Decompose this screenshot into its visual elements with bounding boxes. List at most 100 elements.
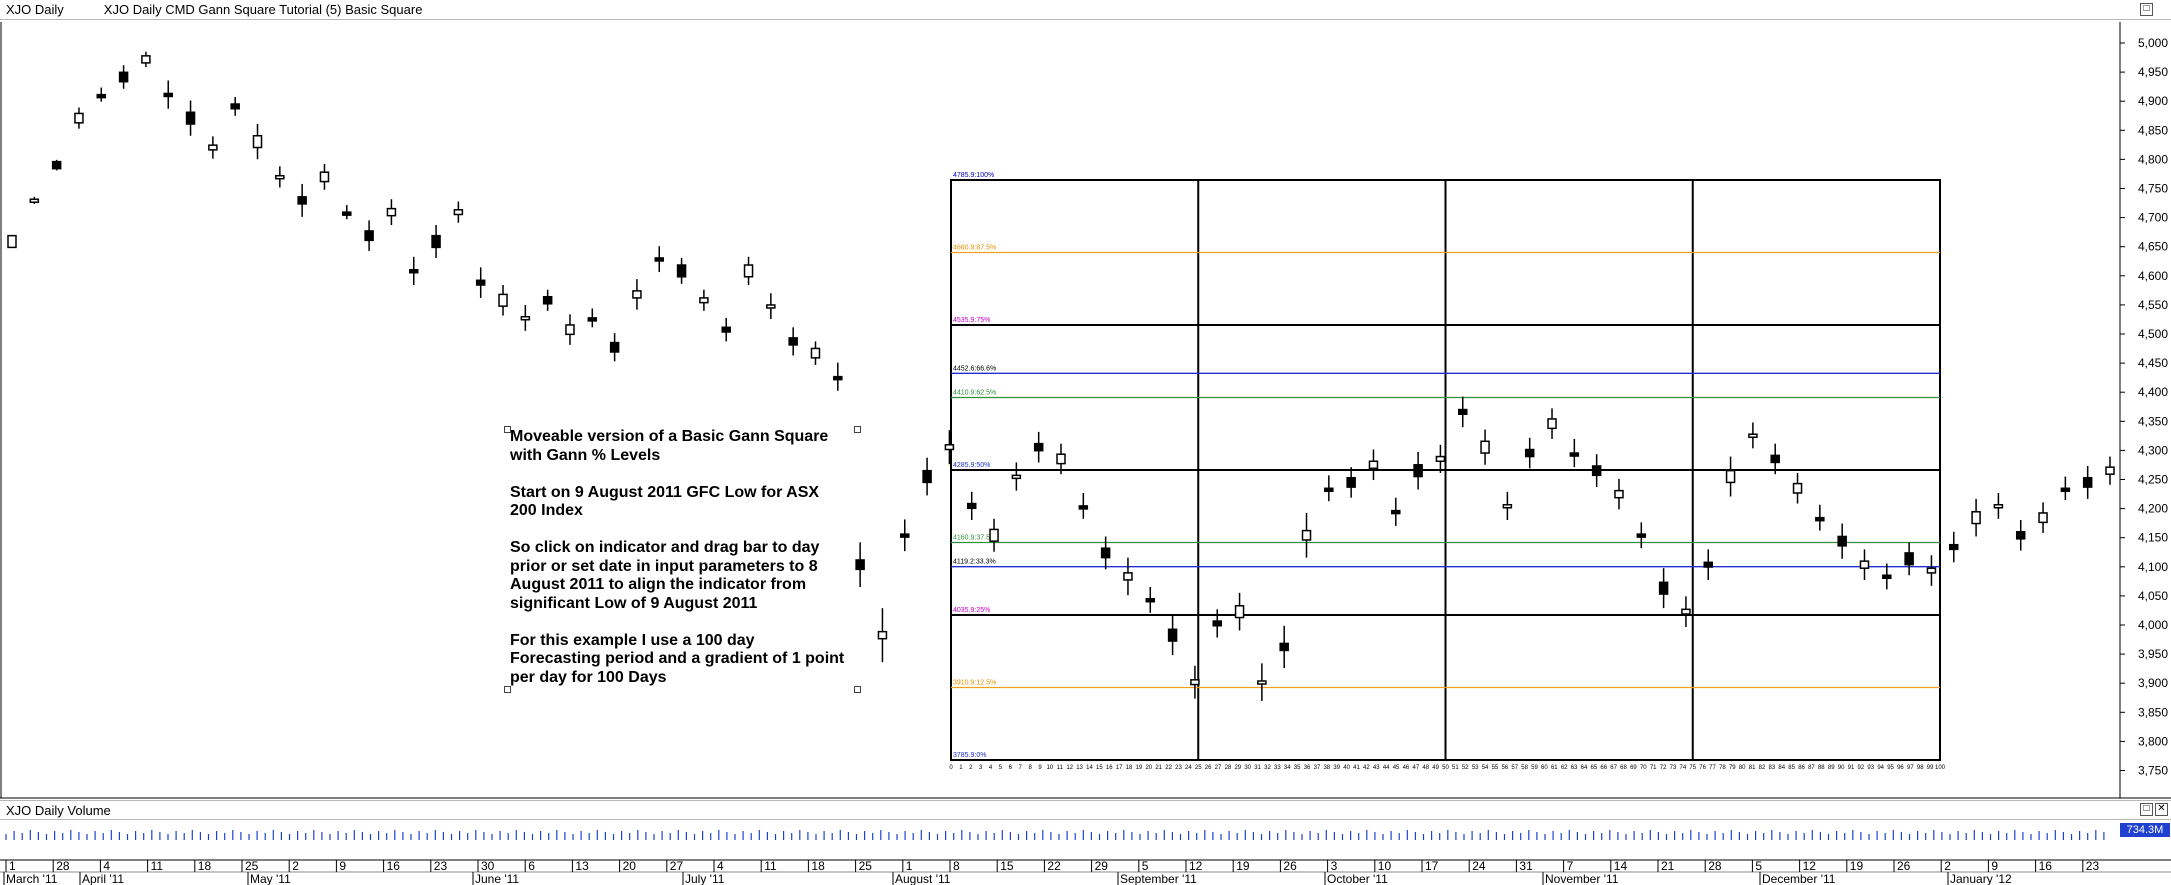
candle — [1748, 422, 1758, 449]
gann-day-number: 61 — [1551, 765, 1558, 771]
gann-day-number: 65 — [1591, 765, 1598, 771]
candle — [1524, 437, 1535, 469]
candle-body — [966, 502, 977, 510]
y-tick-label: 4,700 — [2138, 211, 2168, 225]
annotation-handle-bottom-right[interactable] — [854, 686, 861, 693]
candle-body — [2015, 531, 2026, 540]
y-tick-label: 4,900 — [2138, 94, 2168, 108]
candle-body — [118, 71, 129, 83]
gann-day-number: 0 — [949, 765, 953, 771]
gann-day-number: 44 — [1383, 765, 1390, 771]
gann-level-label: 4535.9:75% — [953, 317, 990, 324]
candle-body — [1056, 453, 1066, 465]
gann-day-number: 43 — [1373, 765, 1380, 771]
gann-day-number: 52 — [1462, 765, 1469, 771]
gann-day-number: 49 — [1432, 765, 1439, 771]
candle-body — [1011, 474, 1022, 480]
gann-day-number: 33 — [1274, 765, 1281, 771]
candle — [1100, 536, 1111, 570]
x-day-label: 27 — [670, 859, 684, 873]
candle-body — [498, 293, 508, 307]
candle — [1257, 663, 1267, 701]
x-day-label: 7 — [1567, 859, 1574, 873]
y-tick-label: 4,400 — [2138, 385, 2168, 399]
candle-body — [1190, 679, 1200, 686]
x-day-label: 4 — [717, 859, 724, 873]
x-day-label: 26 — [1897, 859, 1911, 873]
gann-day-number: 59 — [1531, 765, 1538, 771]
x-month-label: October '11 — [1327, 872, 1388, 885]
gann-day-number: 89 — [1828, 765, 1835, 771]
candle — [1547, 408, 1557, 439]
annotation-handle-top-left[interactable] — [504, 426, 511, 433]
maximize-volume-pane-button[interactable]: □ — [2140, 803, 2153, 816]
x-day-label: 24 — [1472, 859, 1486, 873]
candle-body — [1614, 489, 1624, 499]
x-month-label: July '11 — [685, 872, 725, 885]
candle-body — [1033, 442, 1044, 452]
candle-body — [900, 533, 910, 538]
gann-level-label: 4119.2:33.3% — [953, 559, 996, 566]
gann-day-number: 47 — [1412, 765, 1419, 771]
gann-day-number: 23 — [1175, 765, 1182, 771]
annotation-text[interactable]: Moveable version of a Basic Gann Square … — [510, 428, 845, 686]
candle-body — [386, 207, 397, 217]
gann-day-number: 53 — [1472, 765, 1479, 771]
candle-body — [587, 317, 598, 322]
gann-day-number: 94 — [1877, 765, 1884, 771]
candle-body — [453, 209, 464, 216]
candle — [498, 284, 508, 316]
candle-body — [1257, 680, 1267, 685]
candle-body — [408, 268, 419, 274]
candle-body — [1882, 574, 1892, 579]
y-tick-label: 3,900 — [2138, 676, 2168, 690]
y-tick-label: 4,200 — [2138, 502, 2168, 516]
x-month-label: April '11 — [82, 872, 124, 885]
y-tick-label: 4,050 — [2138, 589, 2168, 603]
gann-day-number: 90 — [1838, 765, 1845, 771]
candle-body — [810, 347, 821, 359]
candle — [1346, 467, 1356, 498]
candle — [453, 201, 464, 223]
candle-body — [833, 375, 843, 381]
candle-body — [1145, 597, 1156, 603]
candle — [1011, 462, 1022, 491]
candle-body — [208, 144, 218, 151]
annotation-handle-top-right[interactable] — [854, 426, 861, 433]
x-day-label: 8 — [953, 859, 960, 873]
candle-body — [632, 290, 642, 299]
gann-day-number: 28 — [1225, 765, 1232, 771]
candle-body — [1636, 533, 1647, 538]
x-day-label: 3 — [1331, 859, 1338, 873]
candle-body — [1100, 547, 1111, 559]
candle-body — [185, 111, 196, 125]
x-day-label: 21 — [1661, 859, 1675, 873]
candlestick-series — [7, 51, 2115, 701]
candle — [833, 362, 843, 391]
candle — [966, 491, 977, 521]
candle-body — [699, 297, 709, 304]
candle — [364, 220, 374, 251]
gann-day-number: 36 — [1304, 765, 1311, 771]
annotation-handle-bottom-left[interactable] — [504, 686, 511, 693]
maximize-pane-button[interactable]: □ — [2140, 3, 2153, 16]
gann-day-number: 5 — [999, 765, 1003, 771]
candle — [810, 341, 821, 365]
candle — [1725, 456, 1736, 497]
x-day-label: 6 — [528, 859, 535, 873]
candle — [1480, 429, 1490, 465]
candle-body — [1837, 535, 1847, 547]
gann-day-number: 34 — [1284, 765, 1291, 771]
gann-day-number: 71 — [1650, 765, 1657, 771]
volume-bars — [5, 830, 2105, 840]
candle — [1859, 549, 1870, 580]
close-volume-pane-button[interactable]: ✕ — [2155, 803, 2168, 816]
gann-square-indicator[interactable]: 4785.9:100% 4660.9:87.5% 4535.9:75% 4452.6:… — [949, 172, 1945, 771]
candle — [1234, 592, 1245, 631]
x-axis: 1 28 4 11 18 25 2 9 16 23 30 6 13 20 27 4 11 18 25 1 8 15 22 29… — [0, 797, 2171, 885]
gann-level-label: 4035.9:25% — [953, 607, 990, 614]
gann-day-number: 100 — [1935, 765, 1946, 771]
candle — [855, 542, 865, 587]
candle — [2060, 476, 2071, 501]
